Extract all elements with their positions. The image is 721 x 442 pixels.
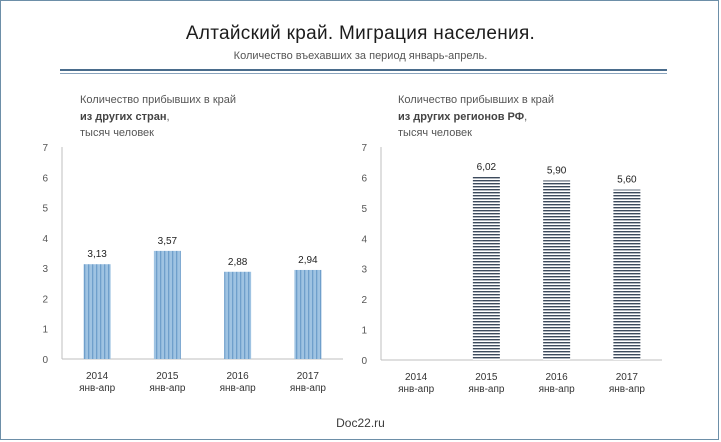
right-x-tick-label: 2014	[405, 372, 428, 383]
right-data-label: 5,60	[617, 175, 637, 186]
right-x-tick-sublabel: янв-апр	[468, 384, 505, 395]
left-y-tick-label: 7	[42, 143, 48, 154]
left-caption-line1: Количество прибывших в край	[80, 94, 237, 106]
right-bar	[543, 180, 571, 360]
left-x-tick-sublabel: янв-апр	[290, 383, 327, 394]
left-data-label: 3,57	[158, 236, 178, 247]
title-rule-thin	[60, 73, 667, 74]
right-y-tick-label: 0	[361, 356, 367, 367]
left-x-tick-label: 2015	[156, 371, 179, 382]
right-caption-bold: из других регионов РФ	[398, 111, 525, 123]
right-x-tick-label: 2016	[546, 372, 569, 383]
left-x-tick-sublabel: янв-апр	[220, 383, 257, 394]
left-x-tick-sublabel: янв-апр	[79, 383, 116, 394]
right-x-tick-sublabel: янв-апр	[539, 384, 576, 395]
right-caption-line2: из других регионов РФ,	[398, 111, 554, 124]
left-bar	[153, 250, 181, 359]
left-caption-line3: тысяч человек	[80, 127, 154, 139]
right-x-tick-label: 2015	[475, 372, 498, 383]
right-y-tick-label: 2	[361, 295, 367, 306]
left-x-tick-label: 2014	[86, 371, 109, 382]
left-x-tick-label: 2017	[297, 371, 320, 382]
page-title: Алтайский край. Миграция населения.	[185, 23, 536, 44]
right-y-tick-label: 5	[361, 204, 367, 215]
left-data-label: 2,94	[298, 255, 318, 266]
left-y-tick-label: 5	[42, 204, 48, 215]
right-caption-line1: Количество прибывших в край	[398, 94, 555, 106]
right-y-tick-label: 1	[361, 326, 367, 337]
right-data-label: 6,02	[477, 162, 497, 173]
left-y-tick-label: 2	[42, 294, 48, 305]
left-x-tick-sublabel: янв-апр	[149, 383, 186, 394]
left-y-tick-label: 4	[42, 234, 48, 245]
right-y-tick-label: 3	[361, 265, 367, 276]
right-caption-line3: тысяч человек	[398, 127, 472, 139]
right-bar	[613, 189, 641, 360]
left-y-tick-label: 1	[42, 325, 48, 336]
left-y-tick-label: 0	[42, 355, 48, 366]
left-caption-bold: из других стран	[80, 111, 167, 123]
right-data-label: 5,90	[547, 165, 567, 176]
right-x-tick-sublabel: янв-апр	[609, 384, 646, 395]
page-subtitle: Количество въехавших за период январь-ап…	[233, 50, 488, 62]
right-x-tick-sublabel: янв-апр	[398, 384, 435, 395]
left-bar	[224, 271, 252, 359]
left-data-label: 2,88	[228, 257, 248, 268]
right-chart-caption: Количество прибывших в край из других ре…	[398, 94, 554, 140]
right-y-tick-label: 7	[361, 143, 367, 154]
left-y-tick-label: 3	[42, 264, 48, 275]
chart-regional-arrivals: 012345672014янв-апр6,022015янв-апр5,9020…	[361, 143, 662, 395]
right-y-tick-label: 4	[361, 234, 367, 245]
left-caption-suffix: ,	[166, 111, 170, 123]
title-rule	[60, 69, 667, 71]
chart-foreign-arrivals: 012345673,132014янв-апр3,572015янв-апр2,…	[42, 143, 343, 394]
left-caption-line2: из других стран,	[80, 111, 236, 124]
left-chart-caption: Количество прибывших в край из других ст…	[80, 94, 236, 140]
right-y-tick-label: 6	[361, 173, 367, 184]
right-bar	[472, 176, 500, 360]
left-bar	[83, 264, 111, 359]
left-x-tick-label: 2016	[227, 371, 250, 382]
left-data-label: 3,13	[87, 249, 107, 260]
right-caption-suffix: ,	[524, 111, 528, 123]
source-label: Doc22.ru	[336, 416, 385, 430]
left-bar	[294, 269, 322, 359]
left-y-tick-label: 6	[42, 173, 48, 184]
right-x-tick-label: 2017	[616, 372, 639, 383]
